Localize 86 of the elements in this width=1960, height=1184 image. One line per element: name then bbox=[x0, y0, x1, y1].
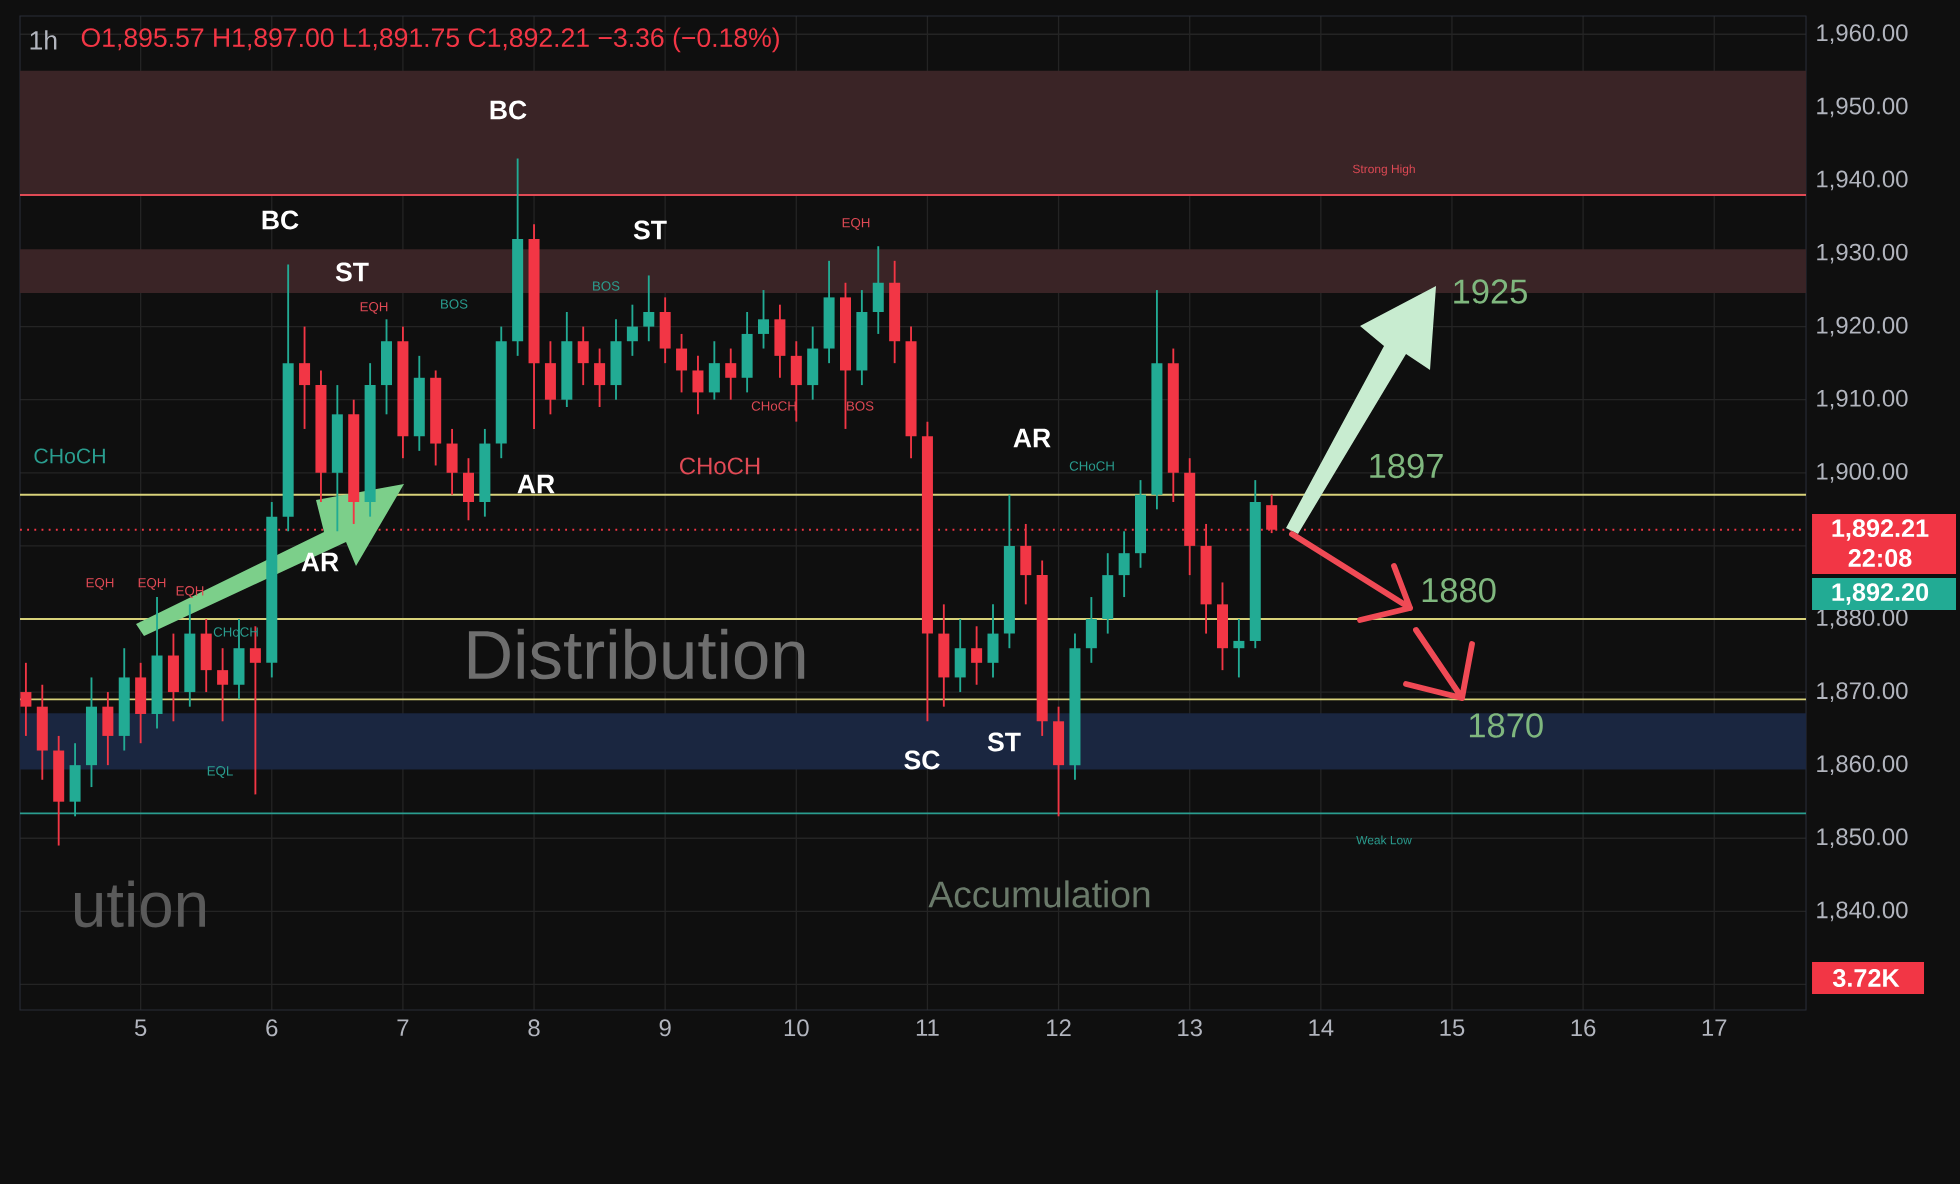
annotation: 1925 bbox=[1454, 279, 1527, 304]
candlestick bbox=[872, 245, 884, 335]
x-tick-label: 12 bbox=[1047, 1019, 1071, 1037]
x-tick-label: 6 bbox=[266, 1019, 278, 1037]
candlestick bbox=[299, 325, 311, 430]
candlestick bbox=[725, 347, 737, 401]
text: 22:08 bbox=[1848, 549, 1912, 567]
candlestick bbox=[741, 311, 753, 394]
candlestick bbox=[610, 318, 622, 401]
x-tick-label: 11 bbox=[916, 1019, 939, 1036]
y-tick-label: 1,850.00 bbox=[1817, 828, 1908, 849]
annotation: AR bbox=[301, 552, 339, 572]
candlestick bbox=[659, 296, 671, 365]
annotation: AR bbox=[1013, 428, 1051, 448]
candlestick bbox=[774, 303, 786, 379]
candlestick bbox=[676, 333, 688, 394]
candlestick bbox=[167, 632, 179, 723]
annotation: ST bbox=[633, 220, 667, 240]
y-tick-label: 1,920.00 bbox=[1817, 316, 1908, 337]
candlestick bbox=[577, 325, 589, 387]
text: 1,892.21 bbox=[1832, 519, 1929, 541]
candlestick bbox=[1118, 530, 1130, 598]
candlestick bbox=[1233, 618, 1245, 679]
x-tick-label: 17 bbox=[1702, 1019, 1727, 1036]
chart-title: 1h bbox=[30, 30, 57, 50]
x-tick-label: 13 bbox=[1178, 1019, 1202, 1037]
annotation: BC bbox=[490, 100, 527, 120]
candlestick bbox=[1085, 596, 1097, 664]
candlestick bbox=[381, 318, 393, 416]
candlestick bbox=[462, 457, 474, 522]
y-tick-label: 1,910.00 bbox=[1817, 389, 1908, 410]
annotation: Accumulation bbox=[928, 880, 1150, 908]
candlestick bbox=[594, 347, 606, 408]
x-tick-label: 16 bbox=[1571, 1019, 1596, 1037]
candlestick bbox=[1053, 705, 1065, 818]
candlestick bbox=[692, 354, 704, 416]
x-tick-label: 5 bbox=[134, 1019, 147, 1037]
annotation: Distribution bbox=[468, 628, 805, 680]
chart-subtitle: O1,895.57 H1,897.00 L1,891.75 C1,892.21 −3.36 (−0.18%) bbox=[81, 27, 779, 53]
annotation: BC bbox=[262, 210, 299, 230]
candlestick bbox=[36, 683, 48, 781]
x-tick-label: 14 bbox=[1309, 1019, 1334, 1036]
x-tick-label: 8 bbox=[528, 1019, 540, 1037]
annotation: 1880 bbox=[1422, 577, 1496, 603]
annotation: ST bbox=[335, 262, 369, 282]
candlestick bbox=[1216, 581, 1228, 672]
candlestick bbox=[200, 618, 212, 693]
candlestick bbox=[708, 340, 720, 401]
x-tick-label: 10 bbox=[784, 1019, 809, 1037]
y-tick-label: 1,860.00 bbox=[1817, 755, 1908, 776]
text: 3.72K bbox=[1832, 969, 1900, 987]
y-tick-label: 1,930.00 bbox=[1817, 243, 1908, 264]
annotation: CHoCH bbox=[34, 448, 105, 464]
annotation: ution bbox=[74, 880, 205, 928]
y-tick-label: 1,960.00 bbox=[1817, 24, 1908, 45]
y-tick-label: 1,840.00 bbox=[1817, 901, 1908, 922]
candlestick bbox=[135, 661, 147, 745]
candlestick bbox=[217, 647, 229, 723]
x-tick-label: 9 bbox=[659, 1019, 671, 1037]
candlestick bbox=[544, 340, 556, 416]
annotation: ST bbox=[987, 732, 1021, 752]
candlestick bbox=[102, 691, 114, 767]
x-tick-label: 7 bbox=[397, 1019, 409, 1036]
annotation: AR bbox=[517, 474, 555, 494]
y-tick-label: 1,950.00 bbox=[1817, 97, 1908, 118]
annotation: 1870 bbox=[1469, 713, 1543, 738]
candlestick bbox=[626, 303, 638, 357]
candlestick bbox=[938, 603, 950, 708]
x-tick-label: 15 bbox=[1440, 1019, 1465, 1037]
candlestick bbox=[20, 661, 32, 737]
annotation: SC bbox=[904, 750, 940, 770]
candlestick bbox=[987, 603, 999, 679]
candlestick bbox=[643, 274, 655, 343]
candlestick bbox=[446, 428, 458, 496]
y-tick-label: 1,900.00 bbox=[1817, 462, 1908, 483]
candlestick bbox=[69, 742, 81, 818]
candlestick bbox=[758, 289, 770, 350]
annotation: CHoCH bbox=[680, 457, 760, 475]
y-tick-label: 1,940.00 bbox=[1817, 170, 1908, 191]
candlestick bbox=[971, 625, 983, 686]
candlestick bbox=[954, 618, 966, 693]
y-tick-label: 1,870.00 bbox=[1817, 682, 1908, 702]
candlestick bbox=[1102, 552, 1114, 635]
text: 1,892.20 bbox=[1832, 583, 1929, 605]
candlestick bbox=[807, 325, 819, 401]
annotation: 1897 bbox=[1370, 453, 1443, 479]
